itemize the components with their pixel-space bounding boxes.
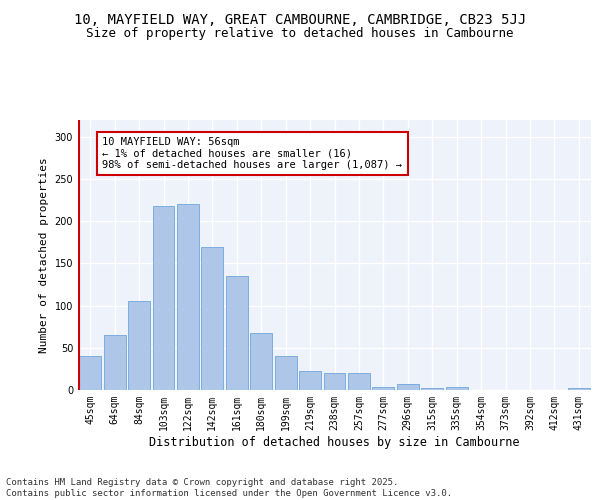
Text: 10, MAYFIELD WAY, GREAT CAMBOURNE, CAMBRIDGE, CB23 5JJ: 10, MAYFIELD WAY, GREAT CAMBOURNE, CAMBR… (74, 12, 526, 26)
Bar (152, 206, 175, 390)
Text: 10 MAYFIELD WAY: 56sqm
← 1% of detached houses are smaller (16)
98% of semi-deta: 10 MAYFIELD WAY: 56sqm ← 1% of detached … (103, 137, 403, 170)
Y-axis label: Number of detached properties: Number of detached properties (39, 157, 49, 353)
X-axis label: Distribution of detached houses by size in Cambourne: Distribution of detached houses by size … (149, 436, 520, 448)
Bar (446, 388, 467, 390)
Bar (275, 356, 296, 390)
Bar (348, 373, 370, 390)
Bar (250, 332, 272, 390)
Bar (421, 388, 443, 390)
Bar (79, 356, 101, 390)
Bar (226, 276, 248, 390)
Bar (323, 373, 346, 390)
Bar (177, 204, 199, 390)
Bar (299, 372, 321, 390)
Bar (373, 388, 394, 390)
Bar (202, 246, 223, 390)
Bar (104, 335, 125, 390)
Bar (568, 388, 590, 390)
Bar (397, 384, 419, 390)
Text: Size of property relative to detached houses in Cambourne: Size of property relative to detached ho… (86, 28, 514, 40)
Bar (128, 302, 150, 390)
Text: Contains HM Land Registry data © Crown copyright and database right 2025.
Contai: Contains HM Land Registry data © Crown c… (6, 478, 452, 498)
